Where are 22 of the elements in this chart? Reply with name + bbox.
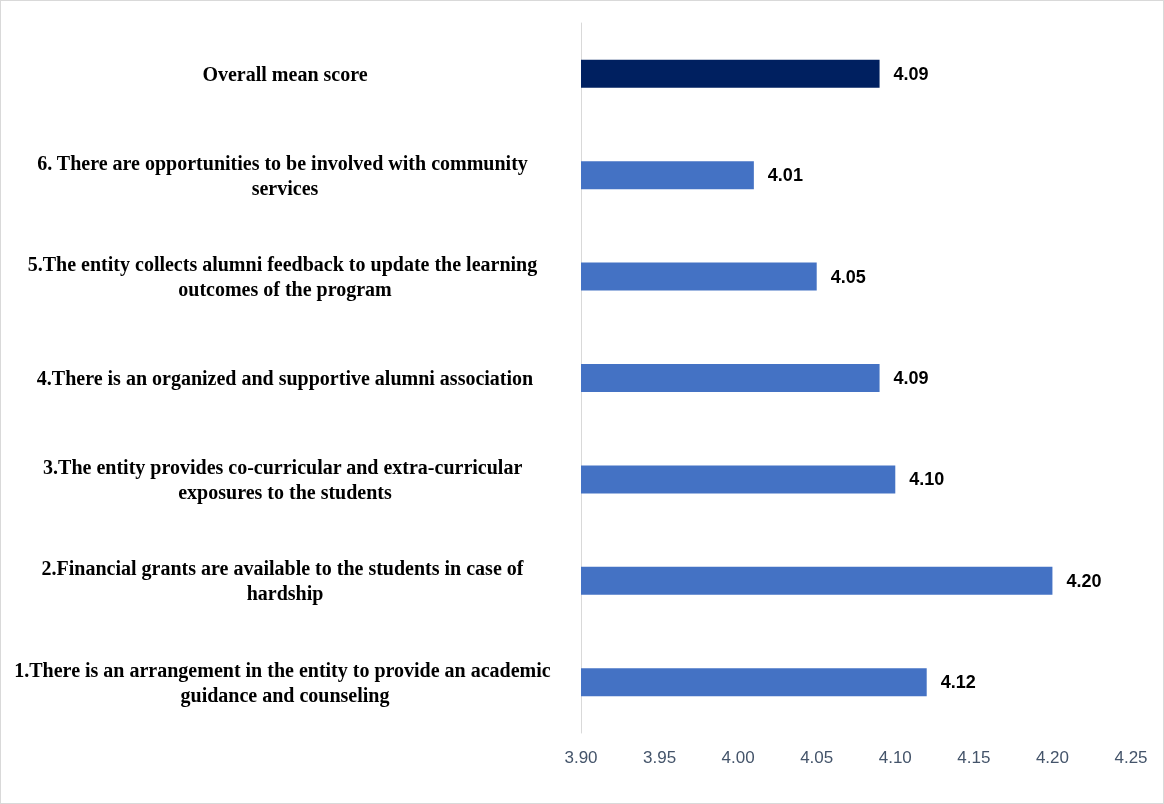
x-tick-label: 4.20 bbox=[1035, 748, 1069, 767]
x-tick-label: 3.95 bbox=[643, 748, 677, 767]
data-label: 4.05 bbox=[830, 266, 866, 287]
data-label: 4.01 bbox=[767, 165, 803, 186]
y-tick-label: Overall mean score bbox=[202, 62, 368, 85]
data-label: 4.20 bbox=[1066, 570, 1102, 591]
x-tick-label: 4.25 bbox=[1114, 748, 1148, 767]
y-tick-label: 5.The entity collects alumni feedback to update the learning outcomes of the program bbox=[27, 253, 543, 302]
data-label: 4.09 bbox=[893, 368, 929, 388]
data-label: 4.10 bbox=[909, 469, 945, 490]
y-tick-label: 2.Financial grants are available to the students in case of hardship bbox=[41, 557, 529, 606]
data-label: 4.09 bbox=[893, 63, 929, 84]
x-tick-label: 4.00 bbox=[721, 748, 755, 767]
x-tick-label: 4.10 bbox=[878, 748, 912, 767]
x-tick-label: 4.05 bbox=[800, 748, 834, 767]
data-label: 4.12 bbox=[940, 672, 976, 693]
x-tick-label: 4.15 bbox=[957, 748, 991, 767]
y-tick-label: 6. There are opportunities to be involved with community services bbox=[37, 151, 533, 199]
x-tick-label: 3.90 bbox=[564, 748, 598, 767]
y-tick-label: 1.There is an arrangement in the entity to provide an academic guidance and counseling bbox=[14, 658, 556, 707]
y-tick-label: 3.The entity provides co-curricular and extra-curricular exposures to the students bbox=[43, 455, 527, 504]
y-tick-label: 4.There is an organized and supportive alumni association bbox=[36, 367, 534, 390]
